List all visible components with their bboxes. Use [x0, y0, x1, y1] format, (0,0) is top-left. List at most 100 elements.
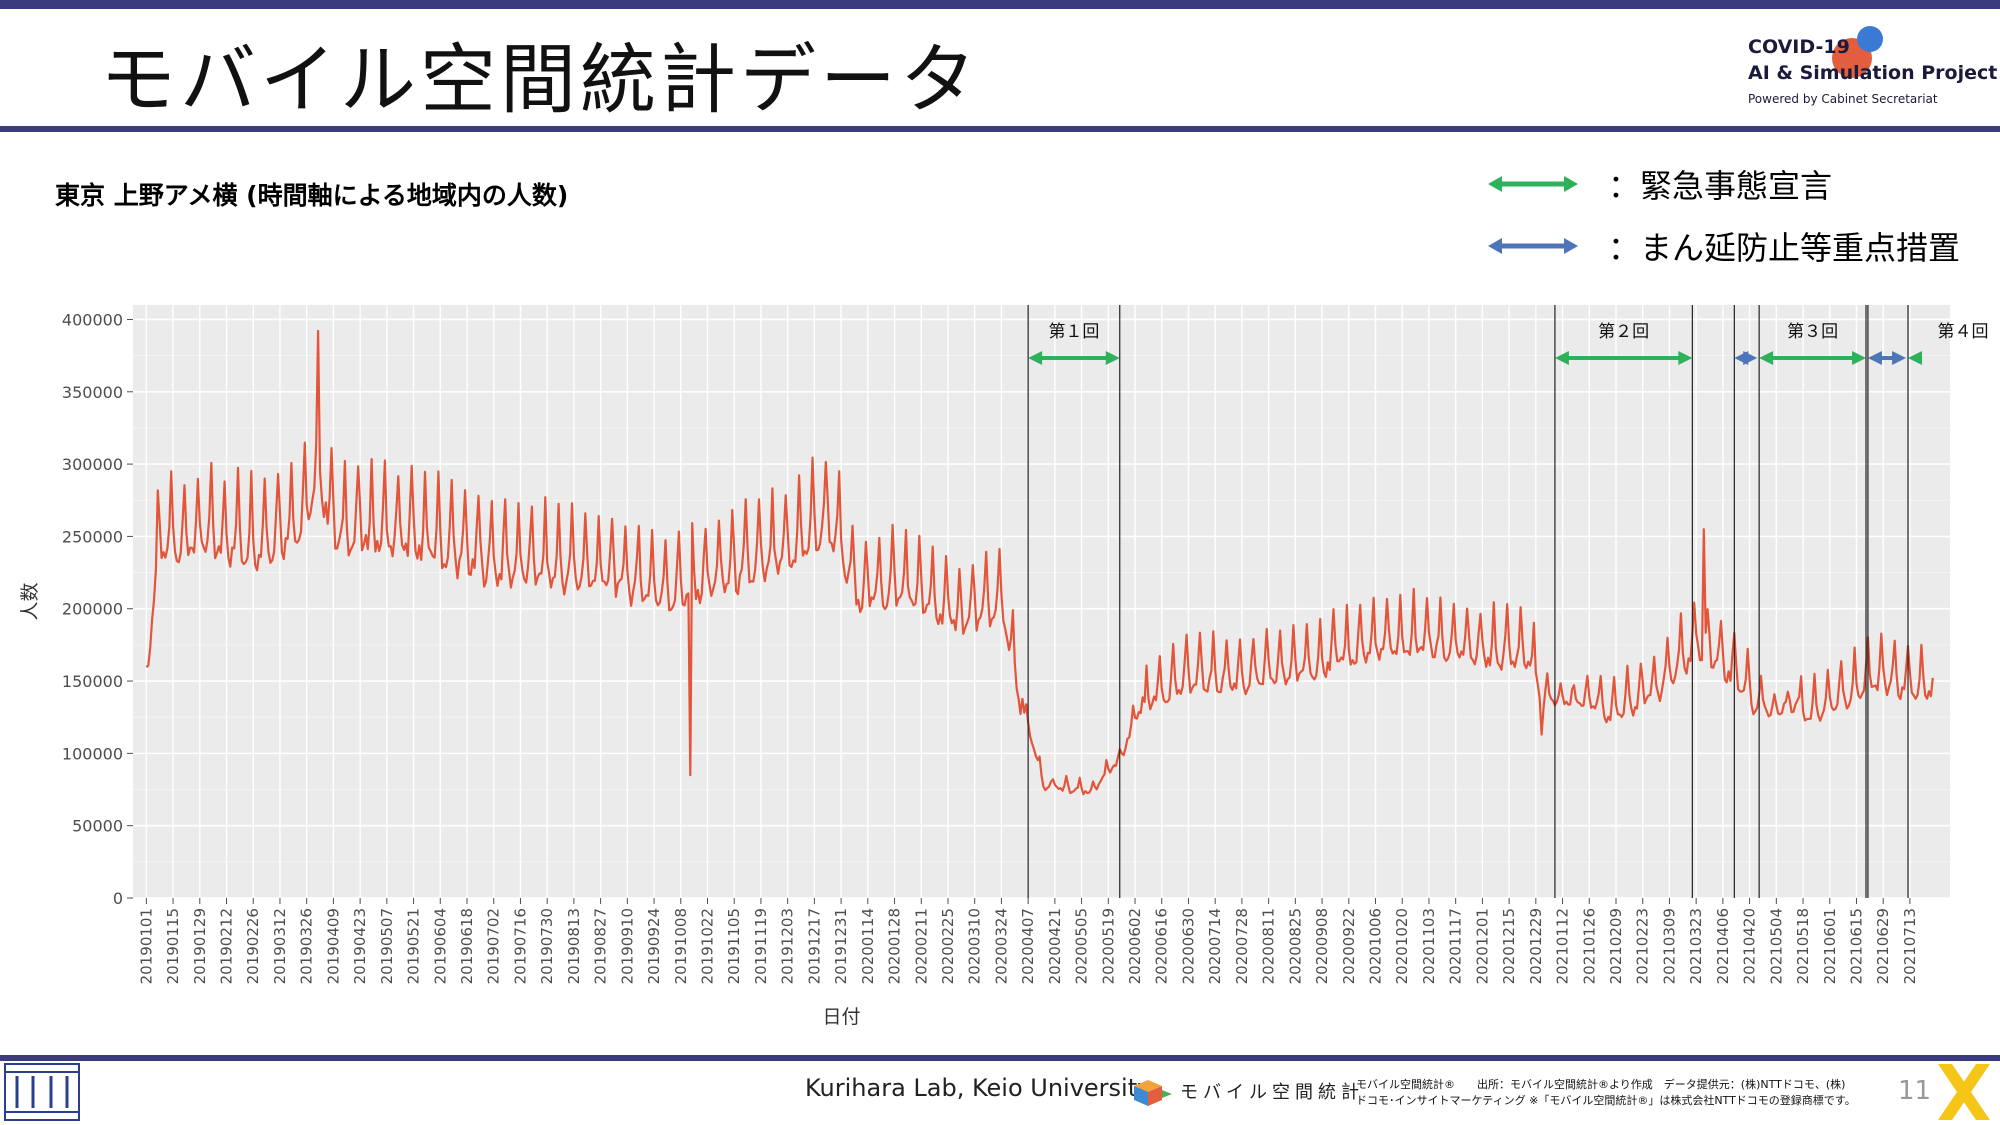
logo-line-2: AI & Simulation Project: [1748, 62, 1998, 84]
x-tick-label: 20200421: [1046, 908, 1064, 984]
x-tick-label: 20190618: [458, 908, 476, 984]
x-tick-label: 20210309: [1660, 908, 1678, 984]
period-arrow-head-left: [1554, 351, 1569, 365]
x-tick-label: 20201117: [1447, 908, 1465, 984]
legend-emergency: ：緊急事態宣言: [1488, 164, 1833, 205]
x-tick-label: 20190129: [191, 908, 209, 984]
x-tick-label: 20190827: [592, 908, 610, 984]
x-tick-label: 20191008: [672, 908, 690, 984]
x-tick-label: 20191231: [832, 908, 850, 984]
period-arrow-head-right: [1743, 351, 1758, 365]
x-tick-label: 20191105: [725, 908, 743, 984]
mobile-stats-logo: モバイル空間統計: [1128, 1074, 1359, 1108]
period-arrow-head-left: [1028, 351, 1043, 365]
x-tick-label: 20201006: [1367, 908, 1385, 984]
legend-emergency-label: ：緊急事態宣言: [1608, 167, 1833, 205]
legend-priority-measures: ：まん延防止等重点措置: [1488, 226, 1960, 267]
x-tick-label: 20201103: [1420, 908, 1438, 984]
y-tick-label: 150000: [62, 672, 123, 691]
x-tick-label: 20190813: [565, 908, 583, 984]
y-tick-label: 0: [113, 889, 123, 908]
y-tick-label: 250000: [62, 527, 123, 546]
x-tick-label: 20190702: [485, 908, 503, 984]
footer-credit-line-2: ドコモ･インサイトマーケティング ※「モバイル空間統計®」は株式会社NTTドコモ…: [1356, 1094, 1856, 1107]
blue-double-arrow-icon: [1488, 238, 1578, 254]
series-line: [145, 329, 1934, 796]
x-tick-label: 20191203: [779, 908, 797, 984]
x-tick-label: 20190924: [645, 908, 663, 984]
period-arrow-head-right: [1852, 351, 1867, 365]
x-tick-label: 20190521: [405, 908, 423, 984]
header-divider: [0, 126, 2000, 132]
x-tick-label: 20200128: [886, 908, 904, 984]
x-tick-label: 20190910: [618, 908, 636, 984]
x-tick-label: 20190101: [137, 908, 155, 984]
mobile-stats-logo-text: モバイル空間統計: [1180, 1082, 1364, 1103]
y-axis-title: 人数: [19, 582, 41, 620]
y-tick-label: 100000: [62, 744, 123, 763]
x-tick-label: 20200728: [1233, 908, 1251, 984]
period-arrow-head-left: [1867, 351, 1882, 365]
x-tick-label: 20200825: [1286, 908, 1304, 984]
x-tick-label: 20200922: [1340, 908, 1358, 984]
line-chart: 0 50000 100000 150000 200000 250000 300000 3500…: [19, 305, 1989, 1028]
x-tick-label: 20210223: [1634, 908, 1652, 984]
x-tick-label: 20200225: [939, 908, 957, 984]
x-tick-label: 20210601: [1821, 908, 1839, 984]
period-arrow-head-left: [1759, 351, 1774, 365]
y-tick-label: 200000: [62, 600, 123, 619]
x-tick-label: 20201215: [1500, 908, 1518, 984]
period-arrow-head-left: [1908, 351, 1923, 365]
x-tick-label: 20210629: [1874, 908, 1892, 984]
x-tick-label: 20200811: [1260, 908, 1278, 984]
footer-divider: [0, 1055, 2000, 1061]
x-tick-label: 20190212: [218, 908, 236, 984]
logo-line-1: COVID-19: [1748, 36, 1850, 58]
x-tick-label: 20200114: [859, 908, 877, 984]
x-tick-label: 20200324: [992, 908, 1010, 984]
y-tick-label: 400000: [62, 310, 123, 329]
x-tick-label: 20190312: [271, 908, 289, 984]
logo-line-3: Powered by Cabinet Secretariat: [1748, 92, 1938, 106]
logo-blue-dot: [1857, 26, 1883, 52]
x-tick-label: 20190716: [511, 908, 529, 984]
x-tick-label: 20210323: [1687, 908, 1705, 984]
y-tick-label: 300000: [62, 455, 123, 474]
x-tick-label: 20200310: [966, 908, 984, 984]
y-tick-label: 50000: [72, 817, 123, 836]
period-arrow-head-right: [1678, 351, 1693, 365]
x-tick-label: 20200211: [912, 908, 930, 984]
chart-subtitle: 東京 上野アメ横 (時間軸による地域内の人数): [55, 181, 569, 210]
x-tick-label: 20210713: [1901, 908, 1919, 984]
x-tick-label: 20190226: [244, 908, 262, 984]
x-tick-label: 20210615: [1847, 908, 1865, 984]
project-logo: COVID-19 AI & Simulation Project Powered…: [1748, 26, 1997, 112]
x-tick-label: 20200519: [1099, 908, 1117, 984]
footer-lab-name: Kurihara Lab, Keio University: [805, 1074, 1152, 1102]
x-tick-label: 20210406: [1714, 908, 1732, 984]
x-tick-label: 20200407: [1019, 908, 1037, 984]
plot-background: [133, 305, 1950, 898]
x-tick-label: 20190730: [538, 908, 556, 984]
x-tick-label: 20190423: [351, 908, 369, 984]
x-tick-label: 20190604: [431, 908, 449, 984]
x-tick-label: 20200616: [1153, 908, 1171, 984]
x-tick-label: 20201229: [1527, 908, 1545, 984]
x-tick-label: 20210126: [1580, 908, 1598, 984]
x-tick-label: 20210209: [1607, 908, 1625, 984]
period-label: 第４回: [1938, 322, 1989, 342]
period-arrow-head-right: [1105, 351, 1120, 365]
page-title: モバイル空間統計データ: [100, 35, 980, 124]
x-tick-label: 20200630: [1179, 908, 1197, 984]
x-tick-label: 20200602: [1126, 908, 1144, 984]
top-accent-bar: [0, 0, 2000, 9]
page-number: 11: [1898, 1076, 1932, 1106]
x-tick-label: 20200908: [1313, 908, 1331, 984]
x-tick-label: 20190409: [324, 908, 342, 984]
y-tick-label: 350000: [62, 383, 123, 402]
period-label: 第１回: [1048, 322, 1099, 342]
x-tick-label: 20191119: [752, 908, 770, 984]
x-tick-label: 20190326: [298, 908, 316, 984]
x-logo-icon: [1938, 1064, 1990, 1120]
x-tick-label: 20190115: [164, 908, 182, 984]
